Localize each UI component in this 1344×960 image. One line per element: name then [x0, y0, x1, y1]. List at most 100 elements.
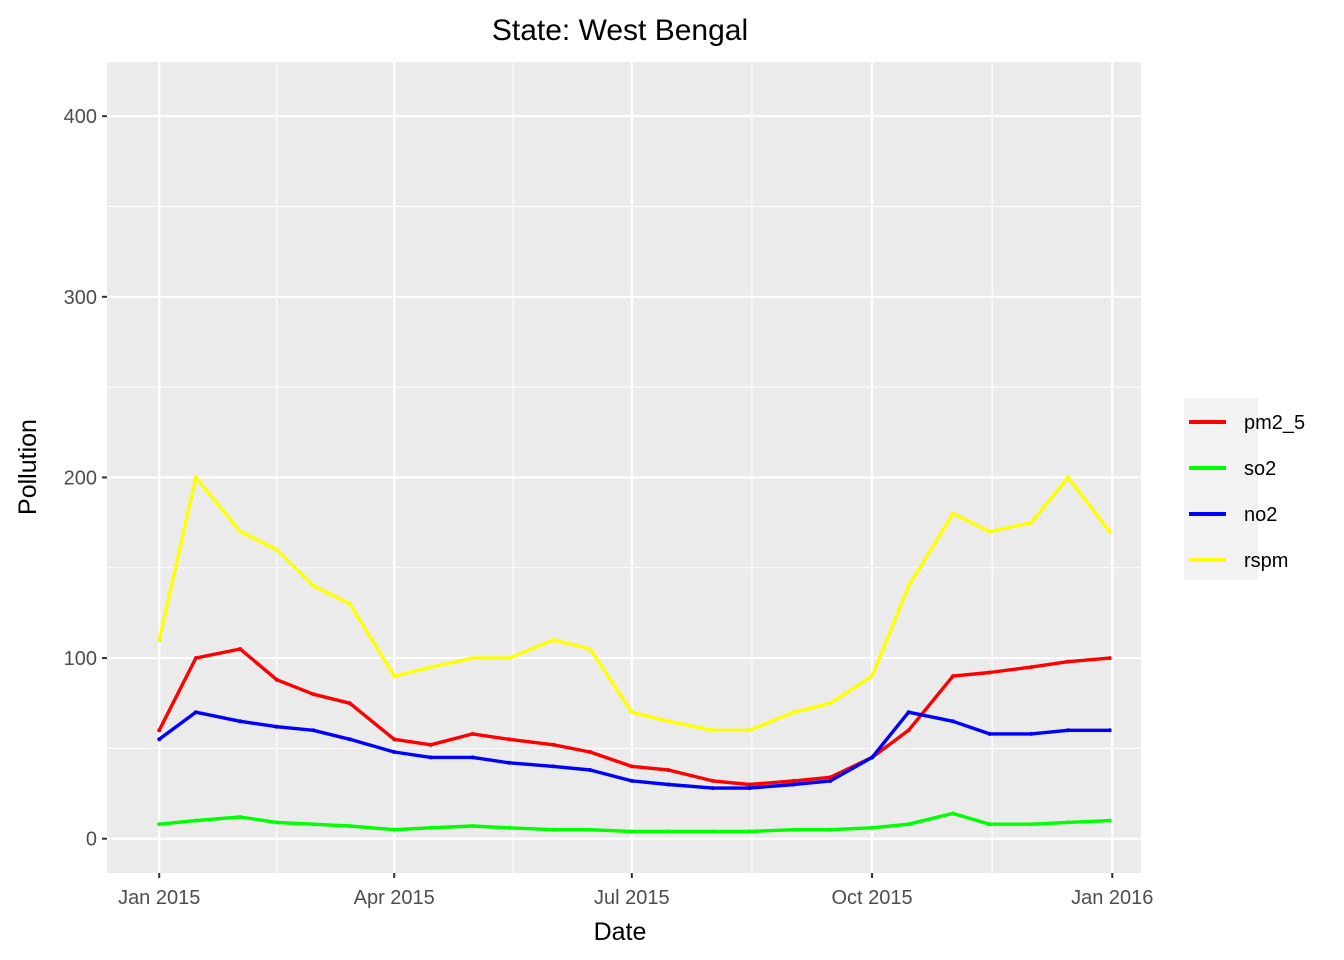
data-point-pm2_5 — [193, 656, 198, 661]
data-point-rspm — [828, 701, 833, 706]
data-point-no2 — [347, 737, 352, 742]
data-point-pm2_5 — [1029, 665, 1034, 670]
data-point-so2 — [987, 822, 992, 827]
data-point-pm2_5 — [311, 692, 316, 697]
data-point-so2 — [747, 829, 752, 834]
data-point-rspm — [791, 710, 796, 715]
data-point-so2 — [193, 818, 198, 823]
data-point-rspm — [1065, 475, 1070, 480]
data-point-rspm — [906, 583, 911, 588]
data-point-rspm — [951, 511, 955, 516]
data-point-rspm — [157, 638, 162, 642]
y-tick-label: 100 — [64, 648, 97, 670]
data-point-rspm — [747, 728, 752, 733]
data-point-so2 — [347, 824, 352, 828]
y-tick-label: 300 — [64, 287, 97, 309]
x-tick-label: Jan 2015 — [118, 887, 200, 909]
y-axis-title: Pollution — [14, 419, 42, 515]
data-point-no2 — [1065, 728, 1070, 733]
data-point-no2 — [157, 737, 162, 742]
data-point-so2 — [157, 822, 162, 827]
data-point-no2 — [551, 764, 556, 769]
data-point-so2 — [507, 825, 512, 830]
data-point-no2 — [193, 710, 198, 715]
legend: pm2_5 so2 no2 rspm — [1184, 398, 1305, 580]
data-point-rspm — [470, 656, 475, 661]
data-point-so2 — [428, 825, 433, 830]
data-point-pm2_5 — [428, 742, 433, 747]
y-tick-label: 200 — [64, 467, 97, 489]
data-point-rspm — [629, 710, 634, 715]
data-point-no2 — [238, 719, 243, 724]
data-point-rspm — [193, 475, 198, 480]
data-point-rspm — [238, 529, 243, 534]
data-point-no2 — [710, 786, 715, 791]
data-point-pm2_5 — [791, 778, 796, 783]
x-tick-label: Jan 2016 — [1071, 887, 1153, 909]
data-point-no2 — [588, 768, 593, 772]
data-point-so2 — [470, 824, 475, 828]
data-point-rspm — [666, 719, 671, 724]
data-point-rspm — [588, 647, 593, 651]
data-point-no2 — [1029, 731, 1034, 736]
data-point-pm2_5 — [274, 677, 279, 682]
legend-label-pm2_5: pm2_5 — [1244, 412, 1305, 434]
data-point-no2 — [906, 710, 911, 715]
data-point-pm2_5 — [551, 742, 556, 747]
data-point-pm2_5 — [392, 737, 397, 742]
data-point-no2 — [392, 750, 397, 754]
data-point-so2 — [311, 822, 316, 827]
data-point-so2 — [588, 827, 593, 832]
data-point-pm2_5 — [238, 647, 243, 651]
data-point-pm2_5 — [666, 768, 671, 772]
legend-label-rspm: rspm — [1244, 550, 1288, 572]
x-tick-label: Jul 2015 — [594, 887, 670, 909]
x-axis: Jan 2015 Apr 2015 Jul 2015 Oct 2015 Jan 2016 — [118, 873, 1153, 909]
data-point-pm2_5 — [906, 728, 911, 733]
data-point-so2 — [1029, 822, 1034, 827]
data-point-pm2_5 — [347, 701, 352, 706]
data-point-pm2_5 — [828, 775, 833, 780]
data-point-pm2_5 — [1065, 659, 1070, 664]
data-point-pm2_5 — [987, 670, 992, 675]
data-point-rspm — [274, 547, 279, 552]
data-point-so2 — [828, 827, 833, 832]
data-point-rspm — [987, 529, 992, 534]
legend-label-no2: no2 — [1244, 504, 1277, 526]
data-point-pm2_5 — [710, 778, 715, 783]
legend-label-so2: so2 — [1244, 458, 1276, 480]
data-point-pm2_5 — [1107, 656, 1112, 661]
data-point-rspm — [311, 583, 316, 588]
y-axis: 0 100 200 300 400 — [64, 106, 107, 851]
data-point-no2 — [1107, 728, 1112, 733]
series-layer — [157, 475, 1112, 834]
y-tick-label: 400 — [64, 106, 97, 128]
data-point-no2 — [629, 778, 634, 783]
x-tick-label: Oct 2015 — [831, 887, 912, 909]
minor-gridlines — [107, 62, 1141, 873]
legend-key-background — [1184, 398, 1258, 580]
data-point-so2 — [951, 811, 955, 816]
y-tick-label: 0 — [86, 829, 97, 851]
data-point-rspm — [392, 674, 397, 679]
plot-panel — [107, 62, 1141, 873]
data-point-so2 — [238, 815, 243, 819]
chart-title: State: West Bengal — [492, 14, 748, 47]
data-point-so2 — [392, 827, 397, 832]
data-point-pm2_5 — [588, 750, 593, 754]
data-point-no2 — [274, 724, 279, 729]
data-point-pm2_5 — [951, 674, 955, 679]
data-point-no2 — [987, 731, 992, 736]
data-point-so2 — [1107, 818, 1112, 823]
data-point-rspm — [1029, 520, 1034, 525]
data-point-no2 — [747, 786, 752, 791]
data-point-no2 — [470, 755, 475, 760]
data-point-pm2_5 — [629, 764, 634, 769]
data-point-pm2_5 — [747, 782, 752, 787]
data-point-rspm — [507, 656, 512, 661]
data-point-no2 — [666, 782, 671, 787]
data-point-no2 — [428, 755, 433, 760]
data-point-rspm — [870, 674, 875, 679]
data-point-no2 — [507, 760, 512, 765]
